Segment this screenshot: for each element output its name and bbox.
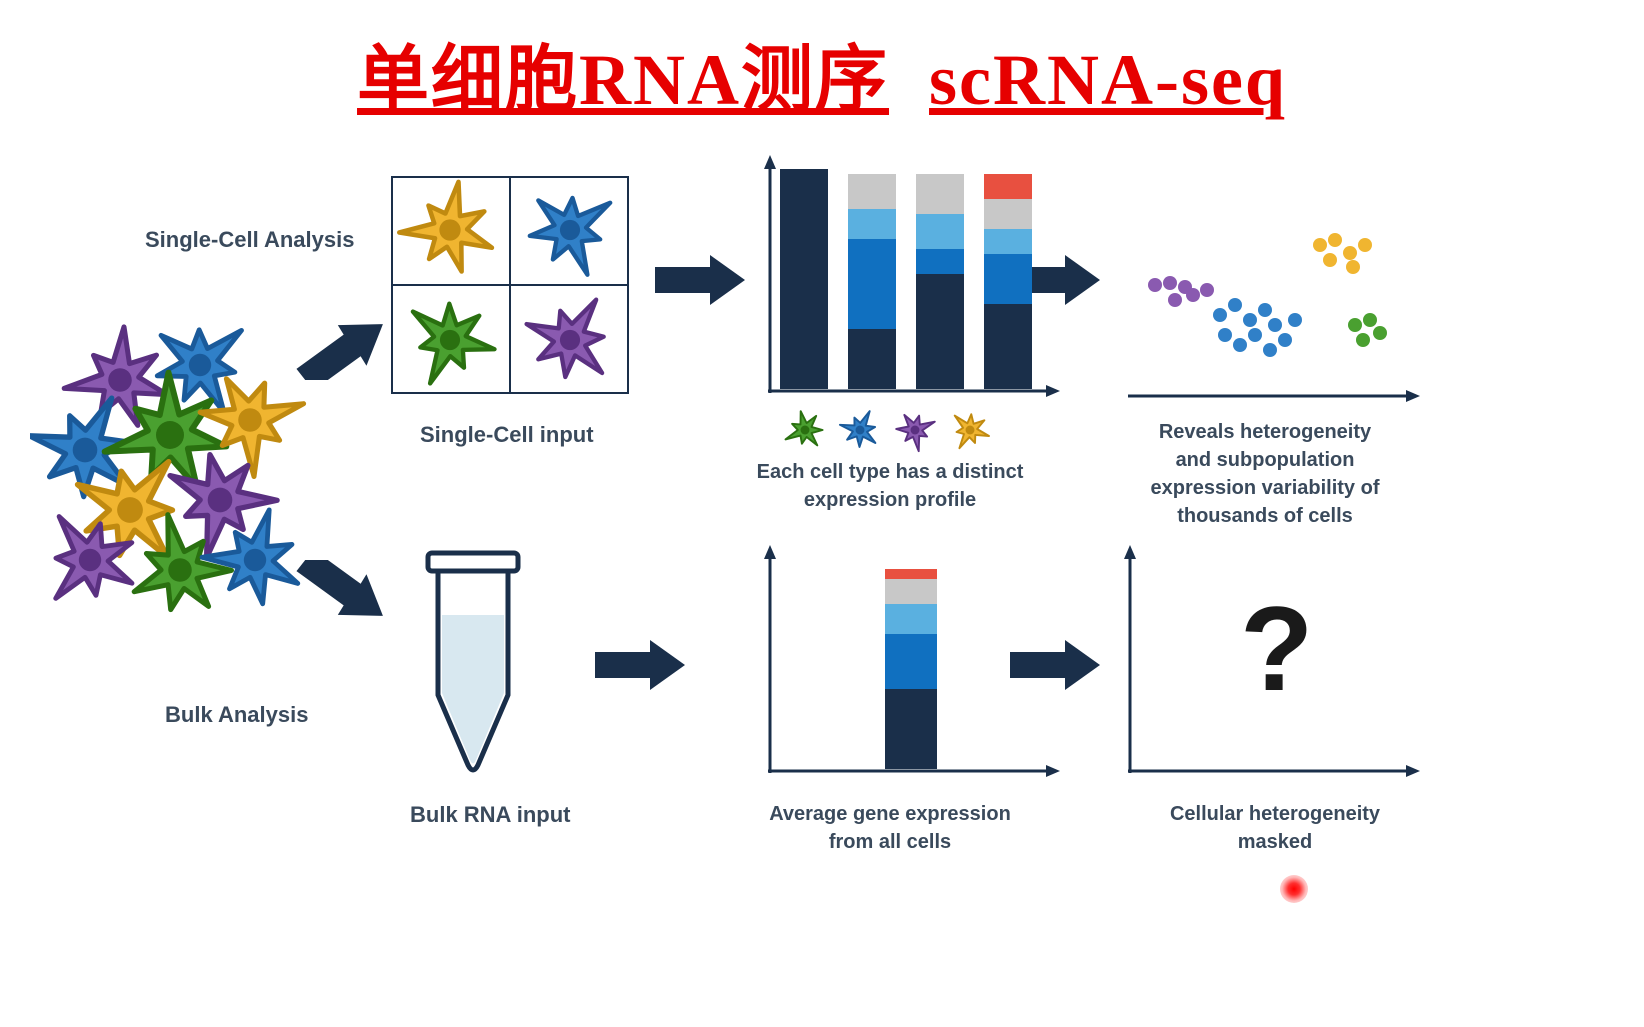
label-bulk-rna-input: Bulk RNA input [410,800,571,831]
arrow-icon [290,310,390,380]
stacked-chart-bottom [760,545,1060,785]
cell-cluster-icon [30,310,320,620]
laser-pointer-icon [1280,875,1308,903]
label-masked: Cellular heterogeneity masked [1130,800,1420,856]
label-bulk-analysis: Bulk Analysis [165,700,308,731]
label-reveals: Reveals heterogeneity and subpopulation … [1110,418,1420,530]
tube-icon [418,545,528,780]
scatter-plot [1120,190,1420,410]
label-single-cell-input: Single-Cell input [420,420,594,451]
arrow-icon [655,255,745,305]
title-en: scRNA-seq [929,40,1287,120]
page-title: 单细胞RNA测序 scRNA-seq [0,20,1644,125]
title-cn: 单细胞RNA测序 [357,40,889,120]
label-single-cell-analysis: Single-Cell Analysis [145,225,354,256]
arrow-icon [595,640,685,690]
question-mark: ? [1240,580,1313,718]
stacked-chart-top [760,155,1060,405]
single-cell-grid [390,175,630,395]
arrow-icon [290,560,390,630]
chart-legend-cells [780,408,1000,453]
label-distinct-profile: Each cell type has a distinct expression… [740,458,1040,514]
label-avg-expression: Average gene expression from all cells [740,800,1040,856]
